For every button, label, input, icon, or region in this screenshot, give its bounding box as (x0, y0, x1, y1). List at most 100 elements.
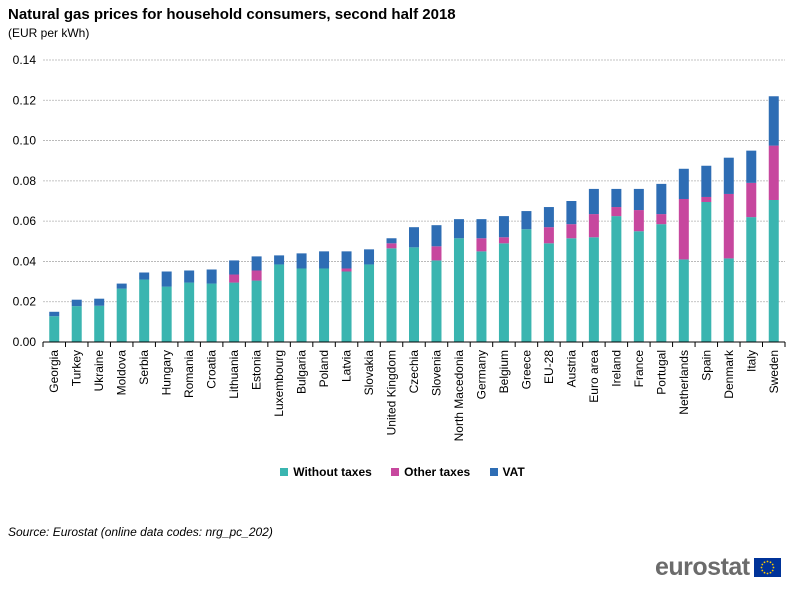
bar-segment-vat (139, 272, 150, 280)
x-tick-label: Germany (474, 350, 488, 399)
legend: Without taxes Other taxes VAT (0, 465, 805, 479)
x-tick-label: Ireland (609, 350, 623, 387)
legend-label-without-taxes: Without taxes (293, 465, 372, 479)
bar-segment-without-taxes (206, 283, 217, 342)
bar-segment-vat (521, 211, 532, 230)
flag-star (761, 569, 763, 572)
bar-segment-other-taxes (251, 270, 262, 281)
x-tick-label: France (632, 350, 646, 388)
bar-segment-other-taxes (611, 207, 622, 217)
bar-segment-vat (566, 201, 577, 225)
bar-segment-other-taxes (229, 274, 240, 283)
y-tick-label: 0.06 (13, 214, 37, 228)
bar-segment-without-taxes (386, 248, 397, 342)
bar-segment-without-taxes (409, 247, 419, 342)
bar-segment-without-taxes (453, 238, 464, 342)
x-tick-label: Ukraine (92, 350, 106, 392)
x-tick-label: North Macedonia (452, 350, 466, 442)
bar-segment-without-taxes (521, 229, 532, 342)
bar-segment-vat (409, 227, 419, 248)
eu-flag-icon (753, 558, 781, 577)
bar-segment-vat (453, 219, 464, 239)
bar-segment-without-taxes (229, 282, 240, 342)
chart-subtitle: (EUR per kWh) (8, 26, 90, 40)
eurostat-logo: eurostat (655, 553, 781, 582)
y-tick-label: 0.14 (13, 53, 37, 67)
bar-segment-vat (274, 255, 285, 265)
y-axis: 0.00 0.02 0.04 0.06 0.08 0.10 0.12 0.14 (13, 53, 37, 349)
bar-segment-vat (94, 298, 105, 306)
bar-segment-vat (588, 188, 599, 215)
x-tick-label: Greece (519, 350, 533, 390)
bar-segment-other-taxes (386, 243, 397, 249)
bar-segment-vat (161, 271, 172, 287)
bar-segment-vat (251, 256, 262, 271)
bar-segment-other-taxes (543, 227, 554, 244)
y-tick-label: 0.08 (13, 174, 37, 188)
bar-segment-without-taxes (588, 237, 599, 342)
bar-segment-vat (386, 238, 397, 244)
bar-segment-vat (341, 251, 352, 269)
flag-star (771, 569, 774, 572)
x-tick-label: Luxembourg (272, 350, 286, 417)
legend-item-without-taxes: Without taxes (280, 465, 372, 479)
bar-segment-other-taxes (431, 246, 442, 261)
bar-segment-without-taxes (184, 282, 195, 342)
flag-star (766, 560, 769, 563)
x-axis: Georgia Turkey Ukraine Moldova Serbia Hungary… (42, 341, 786, 442)
x-tick-label: Georgia (47, 350, 61, 393)
bar-segment-vat (498, 216, 509, 238)
bar-segment-without-taxes (161, 286, 172, 342)
legend-swatch-vat (489, 468, 498, 476)
x-tick-label: Austria (564, 350, 578, 388)
bar-segment-without-taxes (746, 217, 757, 342)
x-tick-label: Netherlands (677, 350, 691, 415)
bar-segment-without-taxes (49, 316, 60, 342)
bar-segment-without-taxes (71, 306, 82, 342)
bar-segment-without-taxes (274, 264, 285, 342)
bar-segment-vat (296, 253, 307, 269)
flag-star (761, 563, 763, 566)
legend-label-other-taxes: Other taxes (404, 465, 471, 479)
bar-segment-without-taxes (251, 280, 262, 342)
bar-segment-without-taxes (498, 243, 509, 342)
x-tick-label: Hungary (160, 350, 174, 395)
y-tick-label: 0.00 (13, 335, 37, 349)
flag-star (771, 563, 774, 566)
bar-segment-vat (633, 188, 644, 211)
x-tick-label: Belgium (497, 350, 511, 393)
bar-segment-vat (543, 207, 554, 228)
bar-segment-other-taxes (633, 210, 644, 232)
bar-segment-without-taxes (139, 279, 150, 342)
flag-star (766, 572, 769, 575)
bar-segment-vat (71, 299, 82, 307)
legend-item-other-taxes: Other taxes (391, 465, 470, 479)
bar-chart: 0.00 0.02 0.04 0.06 0.08 0.10 0.12 0.14 Georgia… (13, 53, 786, 442)
x-tick-label: Moldova (115, 350, 129, 396)
bars (49, 96, 779, 342)
bar-segment-other-taxes (723, 193, 734, 259)
x-tick-label: Slovakia (362, 350, 376, 396)
x-tick-label: Portugal (654, 350, 668, 395)
bar-segment-vat (746, 150, 757, 183)
x-tick-label: Poland (317, 350, 331, 387)
x-tick-label: Slovenia (429, 350, 443, 396)
x-tick-label: Romania (182, 350, 196, 398)
bar-segment-other-taxes (588, 214, 599, 238)
bar-segment-without-taxes (723, 258, 734, 342)
source-note: Source: Eurostat (online data codes: nrg… (8, 525, 273, 539)
flag-star (769, 561, 772, 564)
bar-segment-without-taxes (701, 202, 712, 342)
flag-star (769, 571, 772, 574)
bar-segment-other-taxes (341, 268, 352, 272)
bar-segment-vat (431, 225, 442, 247)
bar-segment-vat (701, 165, 712, 197)
bar-segment-other-taxes (656, 214, 667, 225)
bar-segment-vat (768, 96, 779, 146)
x-tick-label: Euro area (587, 350, 601, 403)
y-tick-label: 0.02 (13, 295, 37, 309)
bar-segment-without-taxes (678, 259, 689, 342)
x-tick-label: Estonia (250, 350, 264, 390)
bar-segment-without-taxes (611, 216, 622, 342)
bar-segment-other-taxes (566, 224, 577, 239)
